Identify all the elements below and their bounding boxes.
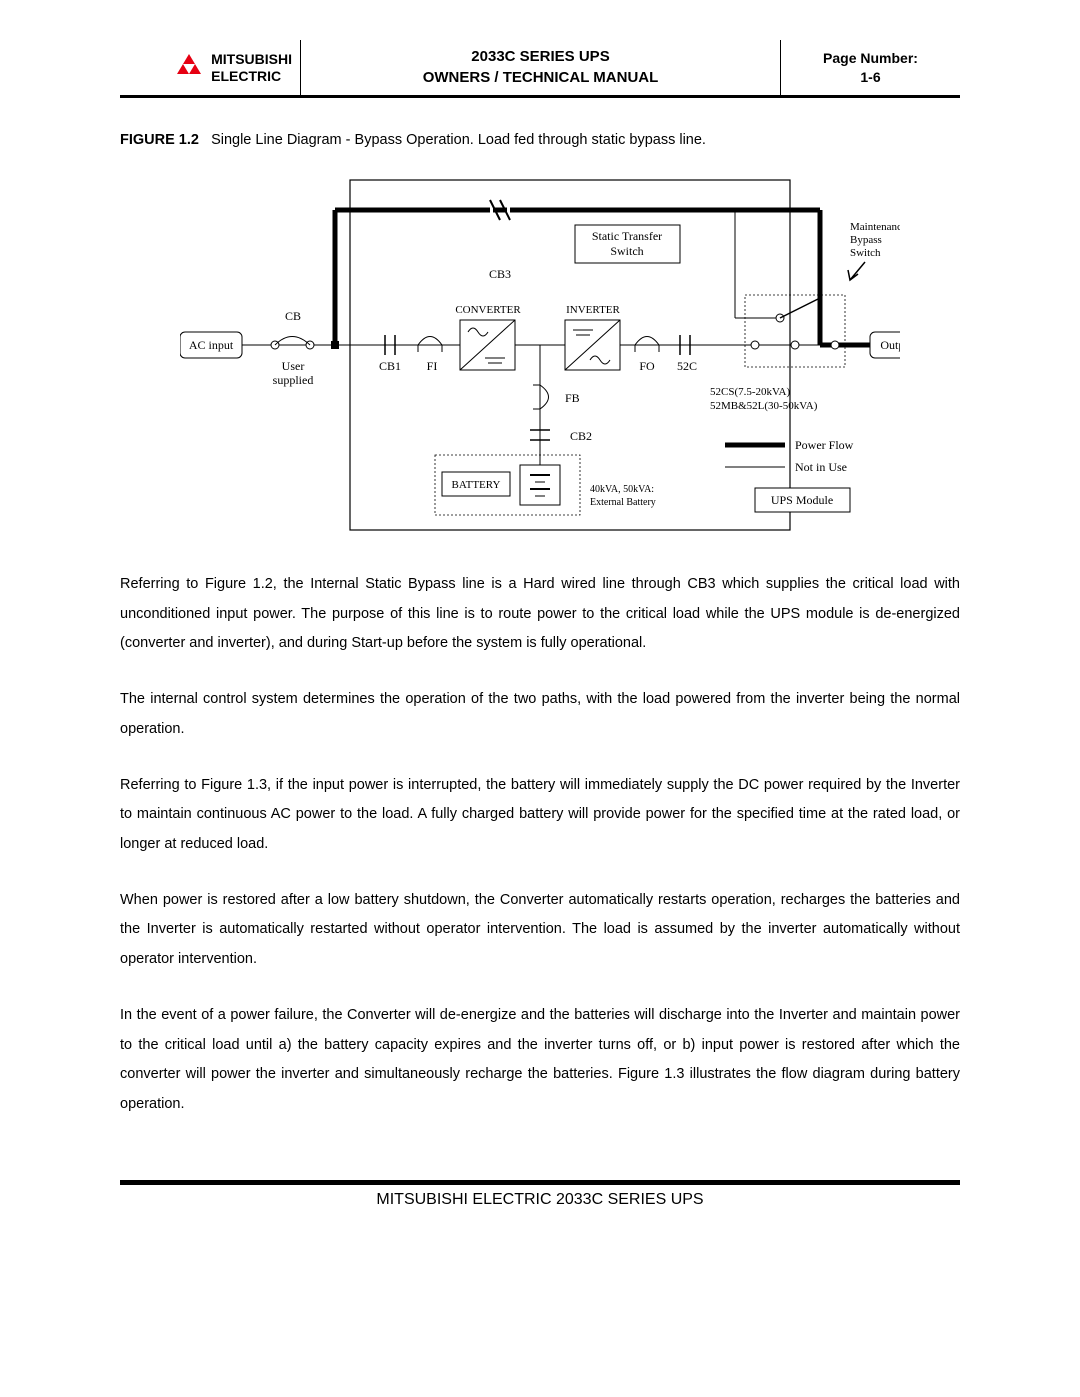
brand-block: MITSUBISHI ELECTRIC (120, 40, 300, 95)
svg-text:supplied: supplied (273, 373, 314, 387)
title-line2: OWNERS / TECHNICAL MANUAL (423, 68, 659, 88)
svg-text:CB1: CB1 (379, 359, 401, 373)
svg-text:BATTERY: BATTERY (452, 479, 501, 491)
svg-text:CB: CB (285, 309, 301, 323)
svg-text:CB3: CB3 (489, 267, 511, 281)
figure-caption: FIGURE 1.2 Single Line Diagram - Bypass … (120, 132, 960, 148)
body-text: Referring to Figure 1.2, the Internal St… (120, 570, 960, 1120)
para-1: Referring to Figure 1.2, the Internal St… (120, 570, 960, 659)
figure-label: FIGURE 1.2 (120, 132, 199, 148)
single-line-diagram: Static Transfer Switch Maintenance Bypas… (120, 170, 960, 540)
page-number-block: Page Number: 1-6 (780, 40, 960, 95)
svg-text:UPS Module: UPS Module (771, 493, 833, 507)
para-5: In the event of a power failure, the Con… (120, 1001, 960, 1120)
svg-text:Output: Output (880, 338, 900, 352)
brand-bottom: ELECTRIC (211, 68, 292, 85)
figure-caption-text: Single Line Diagram - Bypass Operation. … (211, 132, 706, 148)
svg-text:Power Flow: Power Flow (795, 438, 854, 452)
brand-top: MITSUBISHI (211, 51, 292, 68)
svg-text:Switch: Switch (610, 244, 643, 258)
para-3: Referring to Figure 1.3, if the input po… (120, 771, 960, 860)
title-line1: 2033C SERIES UPS (471, 47, 609, 67)
svg-text:52CS(7.5-20kVA): 52CS(7.5-20kVA) (710, 386, 791, 398)
footer-text: MITSUBISHI ELECTRIC 2033C SERIES UPS (120, 1191, 960, 1209)
svg-text:40kVA, 50kVA:: 40kVA, 50kVA: (590, 484, 654, 495)
svg-text:52C: 52C (677, 359, 697, 373)
page-header: MITSUBISHI ELECTRIC 2033C SERIES UPS OWN… (120, 40, 960, 98)
svg-text:FO: FO (639, 359, 655, 373)
svg-text:Maintenance: Maintenance (850, 221, 900, 233)
svg-text:User: User (282, 359, 305, 373)
svg-text:FB: FB (565, 391, 580, 405)
pagenum-label: Page Number: (823, 49, 918, 68)
svg-text:External Battery: External Battery (590, 497, 656, 508)
para-4: When power is restored after a low batte… (120, 886, 960, 975)
svg-text:CONVERTER: CONVERTER (455, 304, 521, 316)
svg-text:52MB&52L(30-50kVA): 52MB&52L(30-50kVA) (710, 400, 818, 412)
footer-rule (120, 1180, 960, 1185)
svg-text:Switch: Switch (850, 247, 881, 259)
svg-text:FI: FI (427, 359, 438, 373)
para-2: The internal control system determines t… (120, 685, 960, 744)
svg-text:CB2: CB2 (570, 429, 592, 443)
svg-text:Not in Use: Not in Use (795, 460, 847, 474)
svg-text:AC input: AC input (189, 338, 234, 352)
svg-text:Bypass: Bypass (850, 234, 882, 246)
svg-text:Static Transfer: Static Transfer (592, 229, 662, 243)
svg-text:INVERTER: INVERTER (566, 304, 620, 316)
doc-title: 2033C SERIES UPS OWNERS / TECHNICAL MANU… (300, 40, 780, 95)
mitsubishi-logo-icon (173, 54, 205, 82)
pagenum-value: 1-6 (860, 68, 880, 87)
